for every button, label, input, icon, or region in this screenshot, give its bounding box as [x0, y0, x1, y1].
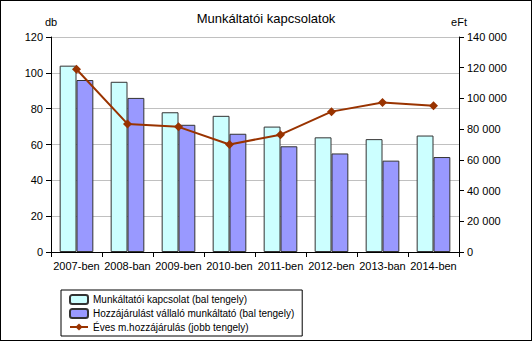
svg-text:2012-ben: 2012-ben — [308, 260, 355, 272]
svg-text:20 000: 20 000 — [467, 215, 501, 227]
svg-text:140 000: 140 000 — [467, 31, 507, 43]
svg-text:2010-ben: 2010-ben — [206, 260, 253, 272]
svg-text:2007-ben: 2007-ben — [53, 260, 100, 272]
svg-text:60 000: 60 000 — [467, 154, 501, 166]
svg-text:2013-ban: 2013-ban — [359, 260, 406, 272]
svg-text:100 000: 100 000 — [467, 92, 507, 104]
svg-text:80: 80 — [31, 103, 43, 115]
svg-text:40: 40 — [31, 174, 43, 186]
svg-text:Munkáltatói kapcsolat (bal ten: Munkáltatói kapcsolat (bal tengely) — [93, 294, 247, 305]
svg-text:eFt: eFt — [451, 16, 467, 28]
svg-text:120 000: 120 000 — [467, 62, 507, 74]
svg-text:2011-ben: 2011-ben — [258, 260, 304, 272]
svg-text:60: 60 — [31, 139, 43, 151]
svg-text:2009-ben: 2009-ben — [155, 260, 202, 272]
svg-text:20: 20 — [31, 210, 43, 222]
svg-text:Munkáltatói kapcsolatok: Munkáltatói kapcsolatok — [197, 11, 336, 26]
svg-text:2008-ban: 2008-ban — [104, 260, 151, 272]
svg-text:100: 100 — [25, 67, 43, 79]
svg-text:2014-ben: 2014-ben — [410, 260, 457, 272]
svg-text:80 000: 80 000 — [467, 123, 501, 135]
svg-text:0: 0 — [37, 246, 43, 258]
svg-text:Éves m.hozzájárulás (jobb teng: Éves m.hozzájárulás (jobb tengely) — [93, 321, 249, 333]
svg-text:Hozzájárulást vállaló munkálta: Hozzájárulást vállaló munkáltató (bal te… — [93, 308, 294, 319]
svg-text:40 000: 40 000 — [467, 185, 501, 197]
svg-text:db: db — [45, 16, 57, 28]
svg-text:120: 120 — [25, 31, 43, 43]
svg-text:0: 0 — [467, 246, 473, 258]
